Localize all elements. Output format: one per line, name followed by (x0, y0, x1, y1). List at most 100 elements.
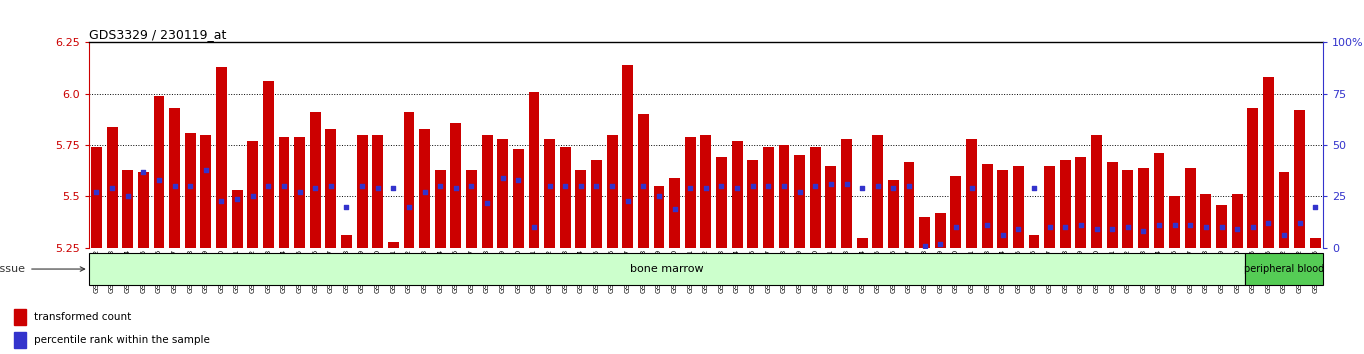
Point (694, 185, 717, 191)
Bar (498, 139, 509, 248)
Bar (295, 137, 306, 248)
Bar (1138, 168, 1148, 248)
Bar (404, 112, 415, 248)
Point (413, 189, 435, 195)
Bar (450, 122, 461, 248)
Point (679, 185, 701, 191)
Bar (372, 135, 383, 248)
Bar (716, 158, 727, 248)
Point (851, 185, 873, 191)
Point (711, 183, 732, 189)
Point (1039, 224, 1061, 230)
Point (101, 185, 123, 191)
Point (602, 183, 623, 189)
Point (742, 183, 764, 189)
Bar (1185, 168, 1196, 248)
Point (539, 183, 561, 189)
Point (585, 183, 607, 189)
Point (164, 183, 186, 189)
Bar (154, 96, 165, 248)
Bar (966, 139, 977, 248)
Point (336, 204, 357, 210)
Point (1054, 224, 1076, 230)
Point (617, 198, 638, 204)
Point (914, 243, 936, 249)
Bar (169, 108, 180, 248)
Point (726, 185, 747, 191)
Point (664, 206, 686, 212)
Point (210, 198, 232, 204)
Bar (762, 147, 773, 248)
Bar (356, 135, 367, 248)
Bar (1217, 205, 1228, 248)
Bar (513, 149, 524, 248)
Point (1180, 222, 1202, 228)
Point (929, 241, 951, 246)
Bar (1075, 158, 1086, 248)
Bar (1278, 172, 1289, 248)
Point (398, 204, 420, 210)
Bar (951, 176, 962, 248)
Bar (1247, 108, 1258, 248)
Bar (263, 81, 274, 248)
Bar (201, 135, 211, 248)
Point (1008, 227, 1030, 232)
Bar (1294, 110, 1305, 248)
Point (86, 189, 108, 195)
Point (149, 177, 170, 183)
Point (522, 224, 544, 230)
Point (367, 185, 389, 191)
Bar (1232, 194, 1243, 248)
Point (461, 183, 483, 189)
Point (258, 183, 280, 189)
Bar (670, 178, 681, 248)
Bar (1263, 78, 1274, 248)
Point (1289, 220, 1311, 226)
Point (648, 194, 670, 199)
Bar (1169, 196, 1180, 248)
Bar (106, 127, 117, 248)
Text: transformed count: transformed count (34, 312, 131, 322)
Point (195, 167, 217, 173)
Point (1117, 224, 1139, 230)
Bar (419, 129, 430, 248)
Point (945, 224, 967, 230)
Text: bone marrow: bone marrow (630, 264, 704, 274)
Bar (310, 112, 321, 248)
Point (117, 194, 139, 199)
Point (773, 183, 795, 189)
Point (507, 177, 529, 183)
Point (1086, 227, 1108, 232)
Text: percentile rank within the sample: percentile rank within the sample (34, 335, 210, 346)
Bar (982, 164, 993, 248)
Bar (607, 135, 618, 248)
Point (868, 183, 889, 189)
Point (1241, 224, 1263, 230)
Bar (1045, 166, 1056, 248)
Bar (622, 65, 633, 248)
Bar (481, 135, 492, 248)
Text: peripheral blood: peripheral blood (1244, 264, 1324, 274)
Bar (387, 242, 398, 248)
Bar (544, 139, 555, 248)
Bar (1200, 194, 1211, 248)
Bar (1060, 160, 1071, 248)
Bar (278, 137, 289, 248)
Point (226, 196, 248, 201)
Point (1069, 222, 1091, 228)
Point (1101, 227, 1123, 232)
Bar (1309, 238, 1320, 248)
Bar (825, 166, 836, 248)
Bar (1013, 166, 1024, 248)
Point (179, 183, 201, 189)
Point (476, 200, 498, 205)
Bar (1245, 253, 1323, 285)
Bar (857, 238, 868, 248)
Point (960, 185, 982, 191)
Bar (747, 160, 758, 248)
Point (1132, 229, 1154, 234)
Point (382, 185, 404, 191)
Bar (810, 147, 821, 248)
Bar (842, 139, 852, 248)
Point (289, 189, 311, 195)
